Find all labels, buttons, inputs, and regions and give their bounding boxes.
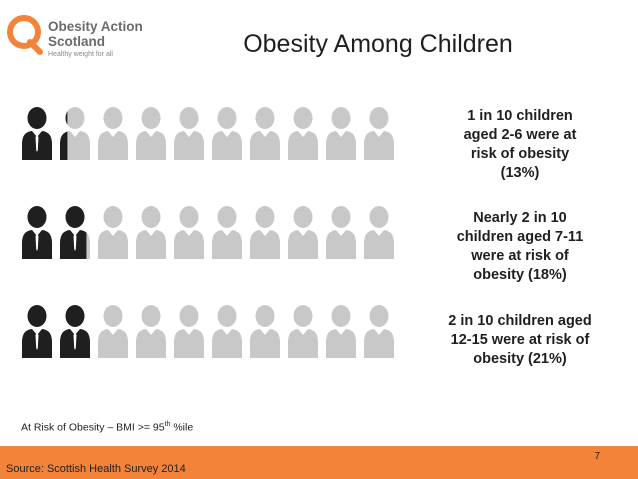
stat-3-line-3: obesity (21%)	[473, 351, 567, 367]
person-icon	[364, 107, 394, 160]
person-icon	[212, 305, 242, 358]
stat-1-line-4: (13%)	[500, 165, 540, 181]
footer-bar: Source: Scottish Health Survey 2014 7	[0, 446, 638, 479]
person-icon	[22, 206, 52, 259]
person-icon	[250, 305, 280, 358]
footnote-suffix: %ile	[170, 421, 194, 434]
pictogram-row-3	[18, 302, 398, 362]
pictogram-row-2	[18, 203, 398, 263]
person-icon	[174, 305, 204, 358]
source-text: Source: Scottish Health Survey 2014	[6, 463, 186, 475]
person-icon	[212, 107, 242, 160]
person-icon	[60, 206, 90, 259]
person-icon	[136, 206, 166, 259]
stat-2-line-3: were at risk of	[471, 248, 569, 264]
stat-2-line-4: obesity (18%)	[473, 267, 567, 283]
person-icon	[288, 305, 318, 358]
stat-1-line-2: aged 2-6 were at	[463, 127, 577, 143]
stat-2-line-1: Nearly 2 in 10	[473, 210, 567, 226]
person-icon	[174, 107, 204, 160]
stat-text-3: 2 in 10 children aged 12-15 were at risk…	[440, 312, 600, 369]
person-icon	[98, 206, 128, 259]
person-icon	[288, 107, 318, 160]
person-icon	[364, 206, 394, 259]
footnote: At Risk of Obesity – BMI >= 95th %ile	[21, 421, 193, 434]
person-icon	[250, 206, 280, 259]
person-icon	[250, 107, 280, 160]
person-icon	[22, 107, 52, 160]
person-icon	[174, 206, 204, 259]
person-icon	[136, 305, 166, 358]
person-icon	[60, 305, 90, 358]
stat-1-line-1: 1 in 10 children	[467, 108, 573, 124]
stat-text-2: Nearly 2 in 10 children aged 7-11 were a…	[440, 209, 600, 285]
stat-3-line-1: 2 in 10 children aged	[448, 313, 592, 329]
logo-title: Obesity Action	[48, 19, 143, 34]
person-icon	[326, 206, 356, 259]
logo-subtitle: Scotland	[48, 33, 106, 49]
pictogram-row-1	[18, 104, 398, 164]
person-icon	[326, 107, 356, 160]
person-icon	[326, 305, 356, 358]
stat-2-line-2: children aged 7-11	[456, 229, 584, 245]
person-icon	[212, 206, 242, 259]
stat-text-1: 1 in 10 children aged 2-6 were at risk o…	[440, 107, 600, 183]
person-icon	[136, 107, 166, 160]
footnote-text: At Risk of Obesity – BMI >= 95	[21, 421, 165, 434]
stat-3-line-2: 12-15 were at risk of	[450, 332, 590, 348]
footnote-sup: th	[164, 421, 171, 428]
logo: Obesity Action Scotland Healthy weight f…	[6, 8, 156, 60]
person-icon	[98, 107, 128, 160]
slide-title: Obesity Among Children	[243, 30, 513, 58]
stat-1-line-3: risk of obesity	[470, 146, 570, 162]
logo-mark-icon	[7, 15, 43, 55]
person-icon	[288, 206, 318, 259]
person-icon	[22, 305, 52, 358]
page-number: 7	[594, 451, 600, 462]
person-icon	[60, 107, 90, 160]
person-icon	[364, 305, 394, 358]
logo-tagline: Healthy weight for all	[48, 51, 113, 58]
person-icon	[98, 305, 128, 358]
